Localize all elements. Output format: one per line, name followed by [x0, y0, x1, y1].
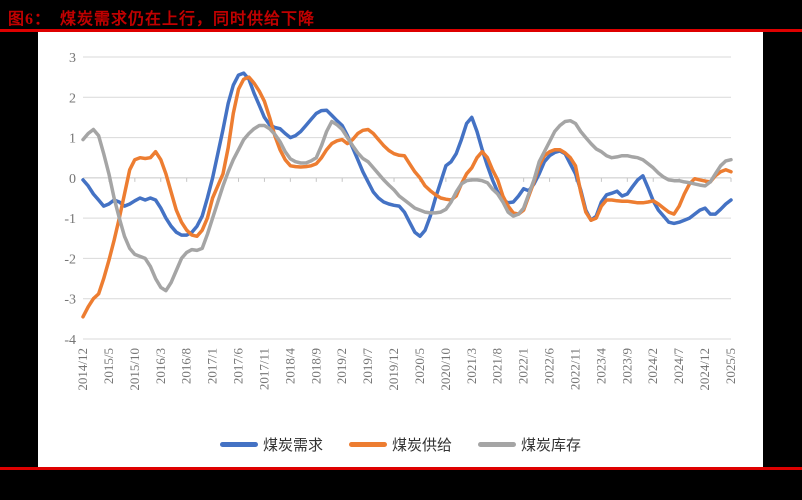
- series-line-2: [81, 118, 733, 293]
- bottom-rule: [0, 467, 802, 470]
- x-tick-label: 2014/12: [75, 348, 90, 391]
- legend-label: 煤炭供给: [391, 438, 452, 454]
- x-tick-label: 2015/5: [101, 348, 116, 384]
- x-tick-label: 2016/3: [153, 348, 168, 384]
- chart-legend: 煤炭需求 煤炭供给 煤炭库存: [38, 434, 763, 455]
- x-tick-label: 2021/8: [490, 348, 505, 384]
- y-tick-label: 3: [69, 51, 76, 66]
- x-tick-label: 2024/2: [645, 348, 660, 384]
- legend-item-0: 煤炭需求: [219, 434, 323, 455]
- x-tick-label: 2024/7: [671, 348, 686, 385]
- title-rule: [0, 29, 802, 32]
- y-tick-label: -4: [64, 333, 76, 348]
- x-tick-label: 2017/1: [205, 348, 220, 384]
- y-tick-label: -1: [64, 212, 76, 227]
- x-tick-label: 2017/11: [256, 348, 271, 390]
- legend-label: 煤炭需求: [262, 438, 323, 454]
- x-tick-label: 2016/8: [179, 348, 194, 384]
- x-tick-label: 2017/6: [231, 348, 246, 385]
- y-tick-label: 1: [69, 132, 76, 147]
- y-tick-label: -3: [64, 293, 76, 308]
- x-tick-label: 2019/7: [360, 348, 375, 385]
- y-tick-label: -2: [64, 252, 76, 267]
- x-tick-label: 2023/9: [619, 348, 634, 384]
- series-line-1: [81, 75, 733, 319]
- x-tick-label: 2023/4: [593, 348, 608, 385]
- x-tick-label: 2015/10: [127, 348, 142, 391]
- legend-swatch: [348, 442, 387, 447]
- x-tick-label: 2018/9: [308, 348, 323, 384]
- x-tick-label: 2022/6: [542, 348, 557, 385]
- x-tick-label: 2019/12: [386, 348, 401, 391]
- figure-title: 图6： 煤炭需求仍在上行，同时供给下降: [8, 11, 316, 28]
- y-tick-label: 2: [69, 91, 76, 106]
- legend-item-1: 煤炭供给: [348, 434, 452, 455]
- legend-swatch: [478, 442, 516, 447]
- x-tick-label: 2024/12: [697, 348, 712, 391]
- legend-label: 煤炭库存: [521, 438, 582, 454]
- chart-panel: 3 2 1 0 -1 -2 -3 -4 2014/12 2015/5 2015/10 2016/3 20…: [38, 32, 763, 467]
- x-tick-label: 2021/3: [464, 348, 479, 384]
- y-tick-label: 0: [69, 172, 76, 187]
- x-tick-label: 2019/2: [334, 348, 349, 384]
- x-tick-label: 2020/10: [438, 348, 453, 391]
- x-tick-label: 2022/11: [567, 348, 582, 390]
- legend-item-2: 煤炭库存: [478, 434, 581, 455]
- x-tick-label: 2020/5: [412, 348, 427, 384]
- legend-swatch: [219, 442, 258, 447]
- x-tick-label: 2025/5: [723, 348, 738, 384]
- x-tick-label: 2022/1: [516, 348, 531, 384]
- x-tick-label: 2018/4: [282, 348, 297, 385]
